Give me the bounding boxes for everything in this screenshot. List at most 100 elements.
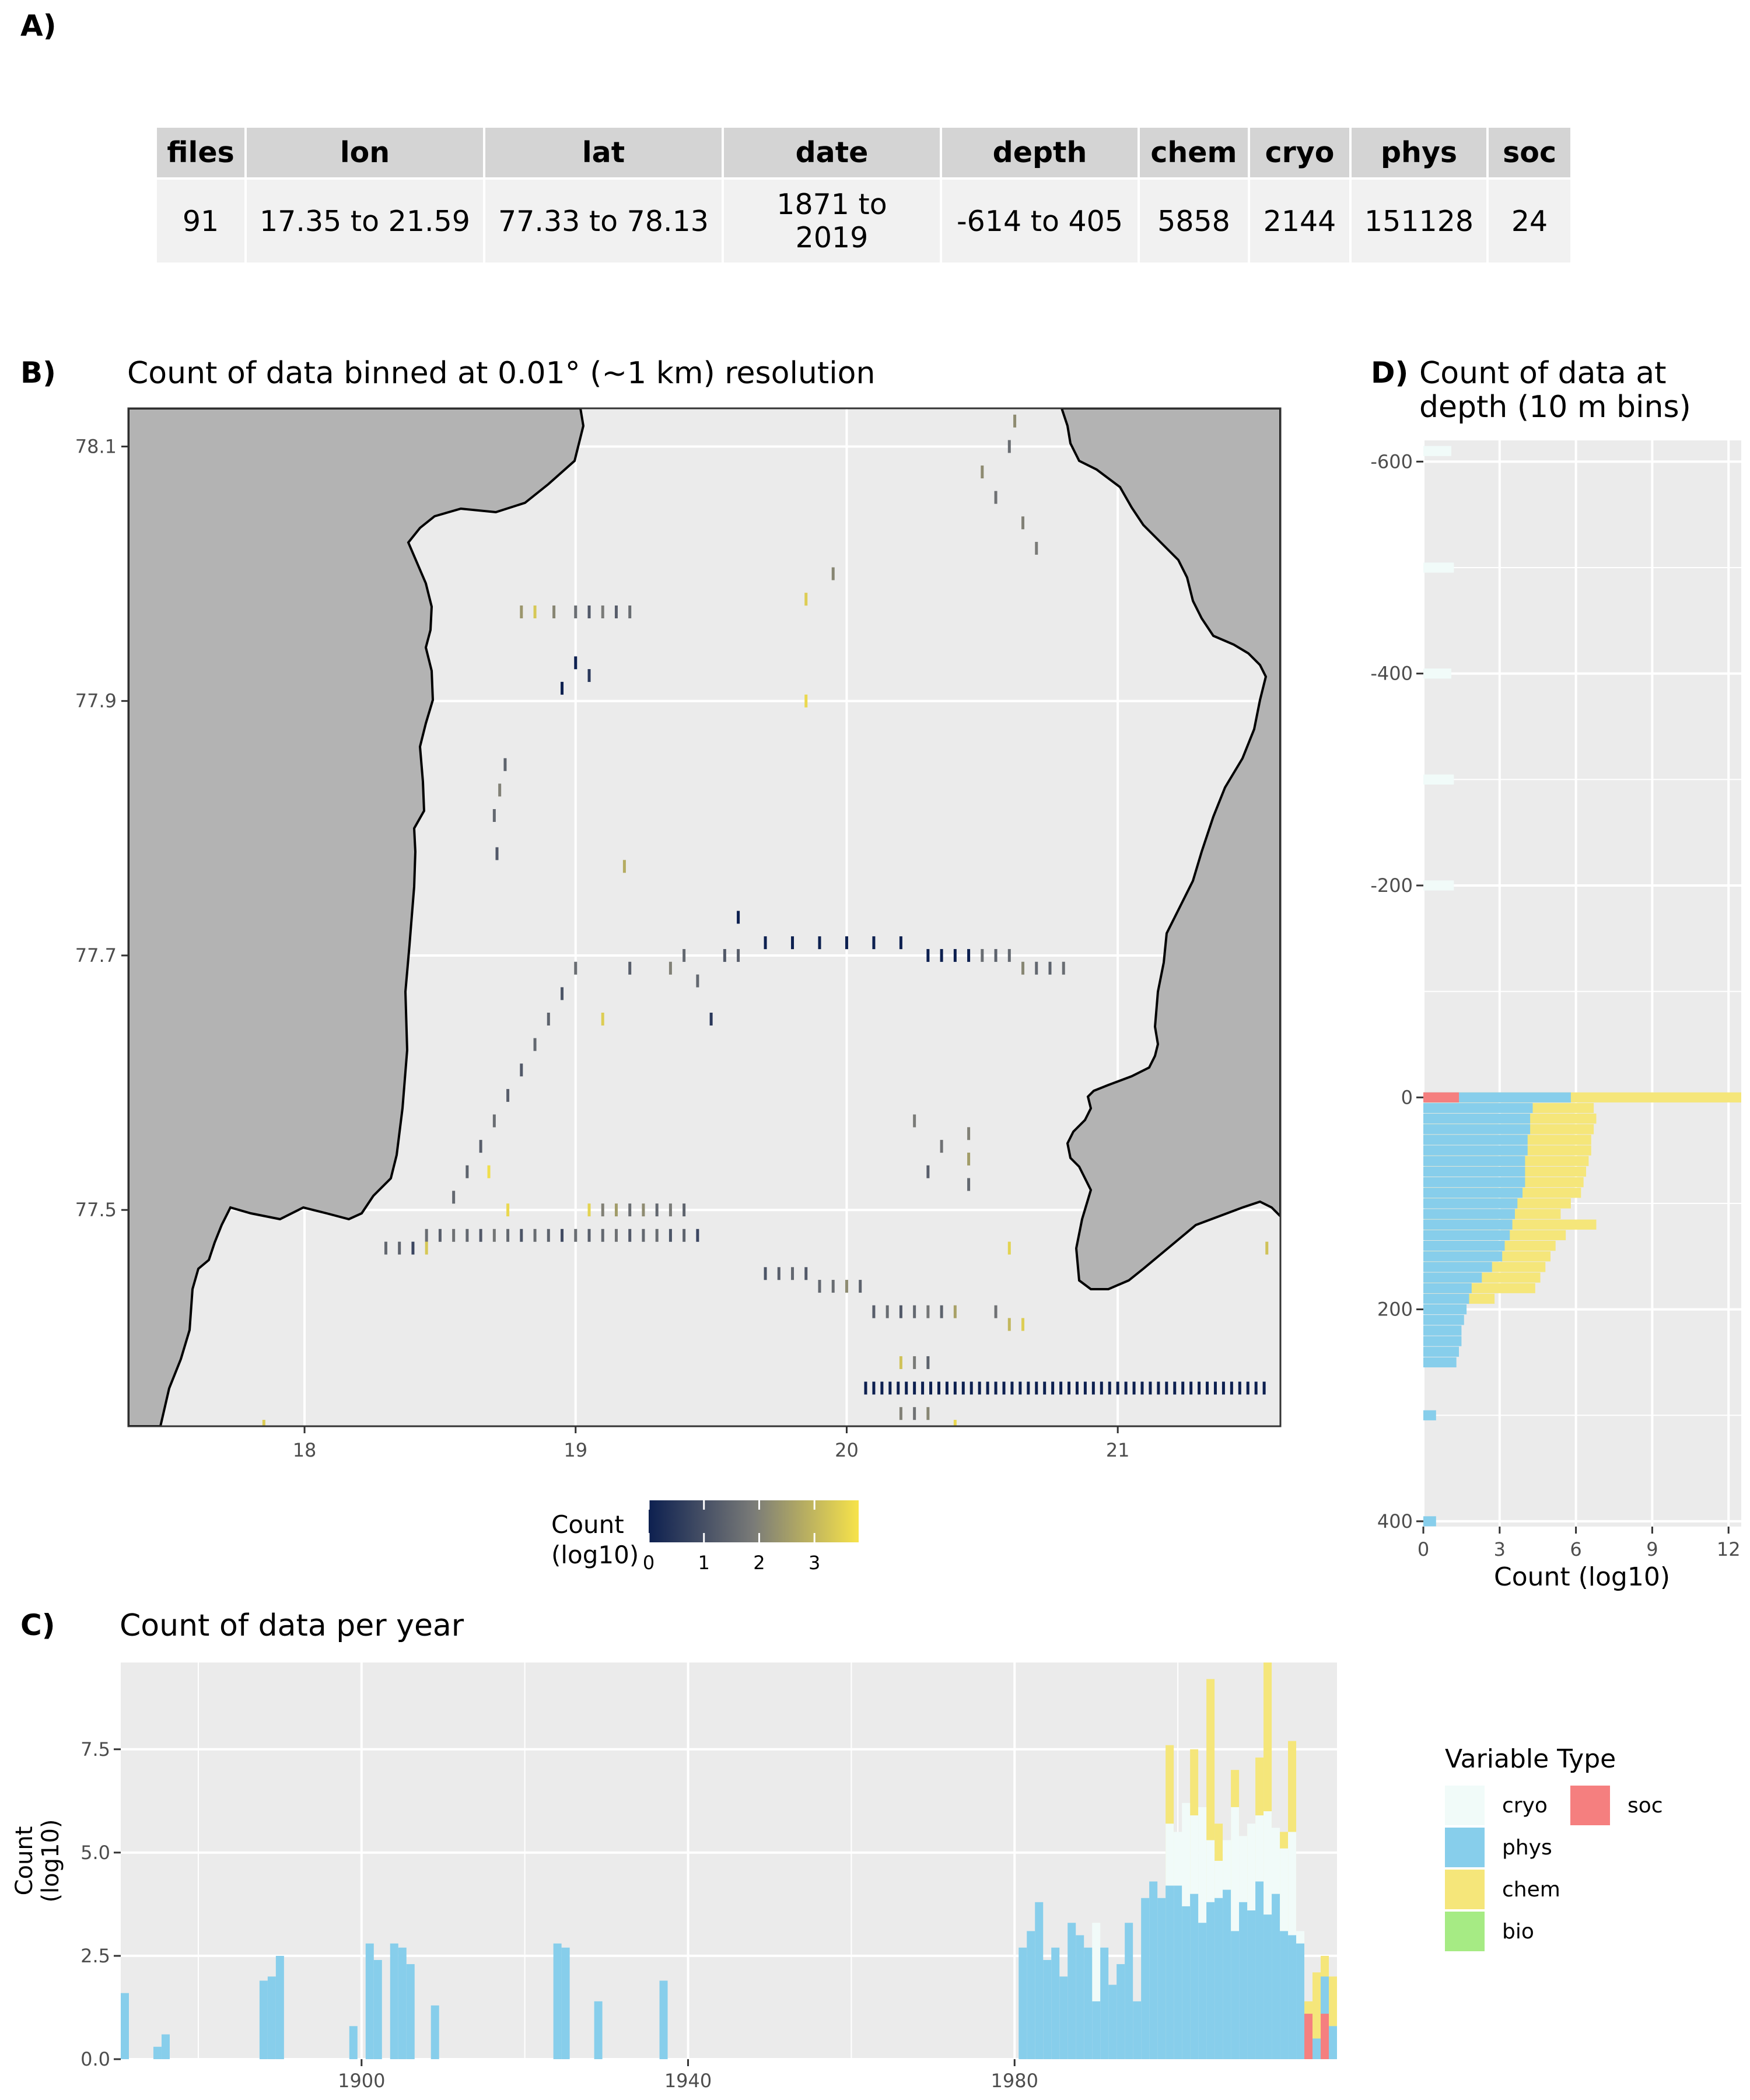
heatmap-cell — [533, 1228, 537, 1242]
heatmap-cell — [1048, 961, 1052, 975]
legend-item-chem: chem — [1445, 1870, 1560, 1909]
heatmap-cell — [1021, 1318, 1025, 1331]
header-date: date — [722, 125, 942, 180]
header-cryo: cryo — [1248, 125, 1352, 180]
year-bar-phys — [1198, 1923, 1207, 2059]
depth-x-tick-label: 3 — [1494, 1538, 1506, 1560]
map-x-tick-label: 18 — [293, 1439, 317, 1461]
legend-swatch-bio — [1445, 1912, 1485, 1951]
year-bar-phys — [1068, 1923, 1076, 2059]
heatmap-cell — [709, 1013, 713, 1026]
heatmap-cell — [913, 1356, 916, 1369]
heatmap-cell — [411, 1241, 415, 1255]
year-bar-phys — [1174, 1885, 1182, 2059]
heatmap-cell — [845, 1280, 848, 1293]
year-bar-phys — [1264, 1915, 1272, 2059]
heatmap-cell — [1051, 1381, 1055, 1395]
cell-lat: 77.33 to 78.13 — [483, 177, 724, 265]
heatmap-cell — [628, 961, 632, 975]
depth-bar-phys — [1423, 1262, 1492, 1272]
heatmap-cell — [398, 1241, 401, 1255]
legend-item-cryo: cryo — [1445, 1786, 1548, 1825]
heatmap-cell — [506, 1203, 510, 1217]
land-west — [128, 408, 585, 1426]
depth-x-tick-label: 0 — [1418, 1538, 1429, 1560]
depth-bar-phys — [1423, 1113, 1531, 1124]
depth-plot-background — [1423, 440, 1741, 1527]
heatmap-cell — [940, 1140, 943, 1153]
year-bar-phys — [161, 2034, 170, 2059]
heatmap-cell — [696, 1228, 699, 1242]
heatmap-cell — [967, 949, 971, 962]
heatmap-cell — [899, 1356, 902, 1369]
heatmap-cell — [953, 1305, 957, 1318]
heatmap-cell — [1010, 1381, 1014, 1395]
year-bar-phys — [1157, 1898, 1166, 2059]
depth-bar-phys — [1423, 1516, 1436, 1527]
heatmap-cell — [1083, 1381, 1087, 1395]
heatmap-cell — [880, 1381, 884, 1395]
heatmap-cell — [961, 1381, 965, 1395]
heatmap-cell — [614, 1203, 618, 1217]
heatmap-cell — [520, 606, 523, 618]
year-bar-phys — [1019, 1947, 1027, 2059]
heatmap-cell — [1035, 541, 1038, 555]
heatmap-cell — [1213, 1381, 1217, 1395]
year-bar-phys — [1272, 1894, 1280, 2059]
heatmap-cell — [926, 949, 930, 962]
heatmap-cell — [886, 1305, 889, 1318]
year-bar-phys — [1239, 1902, 1248, 2059]
heatmap-cell — [1007, 440, 1011, 453]
depth-y-tick-label: -600 — [1370, 450, 1413, 473]
heatmap-cell — [601, 1228, 604, 1242]
heatmap-cell — [1007, 1241, 1011, 1255]
heatmap-cell — [1007, 949, 1011, 962]
heatmap-cell — [506, 1088, 510, 1102]
panel-d-title-line2: depth (10 m bins) — [1419, 390, 1691, 425]
heatmap-cell — [682, 1203, 686, 1217]
year-bar-phys — [1027, 1931, 1035, 2059]
year-bar-phys — [373, 1960, 382, 2059]
year-y-axis-title-line2: (log10) — [37, 1819, 64, 1902]
year-bar-phys — [1133, 2001, 1142, 2059]
heatmap-cell — [1035, 1381, 1038, 1395]
cell-phys: 151128 — [1349, 177, 1489, 265]
heatmap-cell — [1100, 1381, 1103, 1395]
depth-bar-phys — [1423, 1293, 1469, 1304]
map-x-tick-label: 21 — [1106, 1439, 1130, 1461]
heatmap-cell — [1043, 1381, 1046, 1395]
cell-soc: 24 — [1486, 177, 1573, 265]
cell-chem: 5858 — [1138, 177, 1250, 265]
heatmap-cell — [506, 1228, 510, 1242]
heatmap-cell — [479, 1228, 482, 1242]
heatmap-cell — [1068, 1381, 1071, 1395]
year-bar-phys — [553, 1943, 562, 2059]
depth-bar-soc — [1423, 1092, 1460, 1102]
heatmap-cell — [425, 1241, 428, 1255]
year-bar-phys — [259, 1980, 268, 2059]
heatmap-cell — [872, 936, 876, 950]
heatmap-cell — [913, 1407, 916, 1420]
heatmap-cell — [520, 1063, 523, 1077]
header-phys: phys — [1349, 125, 1489, 180]
depth-bar-phys — [1423, 1230, 1510, 1241]
heatmap-cell — [587, 1203, 591, 1217]
year-bar-phys — [349, 2026, 358, 2059]
heatmap-cell — [574, 1228, 578, 1242]
heatmap-cell — [791, 1267, 794, 1280]
depth-bar-phys — [1423, 1336, 1462, 1346]
heatmap-cell — [587, 669, 591, 682]
heatmap-cell — [1116, 1381, 1119, 1395]
legend-swatch-soc — [1570, 1786, 1610, 1825]
heatmap-cell — [1149, 1381, 1152, 1395]
heatmap-cell — [1140, 1381, 1144, 1395]
panel-c-title: Count of data per year — [120, 1608, 464, 1643]
year-bar-phys — [1312, 2038, 1321, 2059]
summary-header-row: files lon lat date depth chem cryo phys … — [155, 125, 1573, 180]
heatmap-cell — [967, 1178, 971, 1191]
depth-y-tick-label: 400 — [1377, 1510, 1413, 1532]
year-y-tick-label: 0.0 — [80, 2048, 110, 2070]
heatmap-cell — [1198, 1381, 1201, 1395]
year-bar-phys — [1214, 1898, 1223, 2059]
